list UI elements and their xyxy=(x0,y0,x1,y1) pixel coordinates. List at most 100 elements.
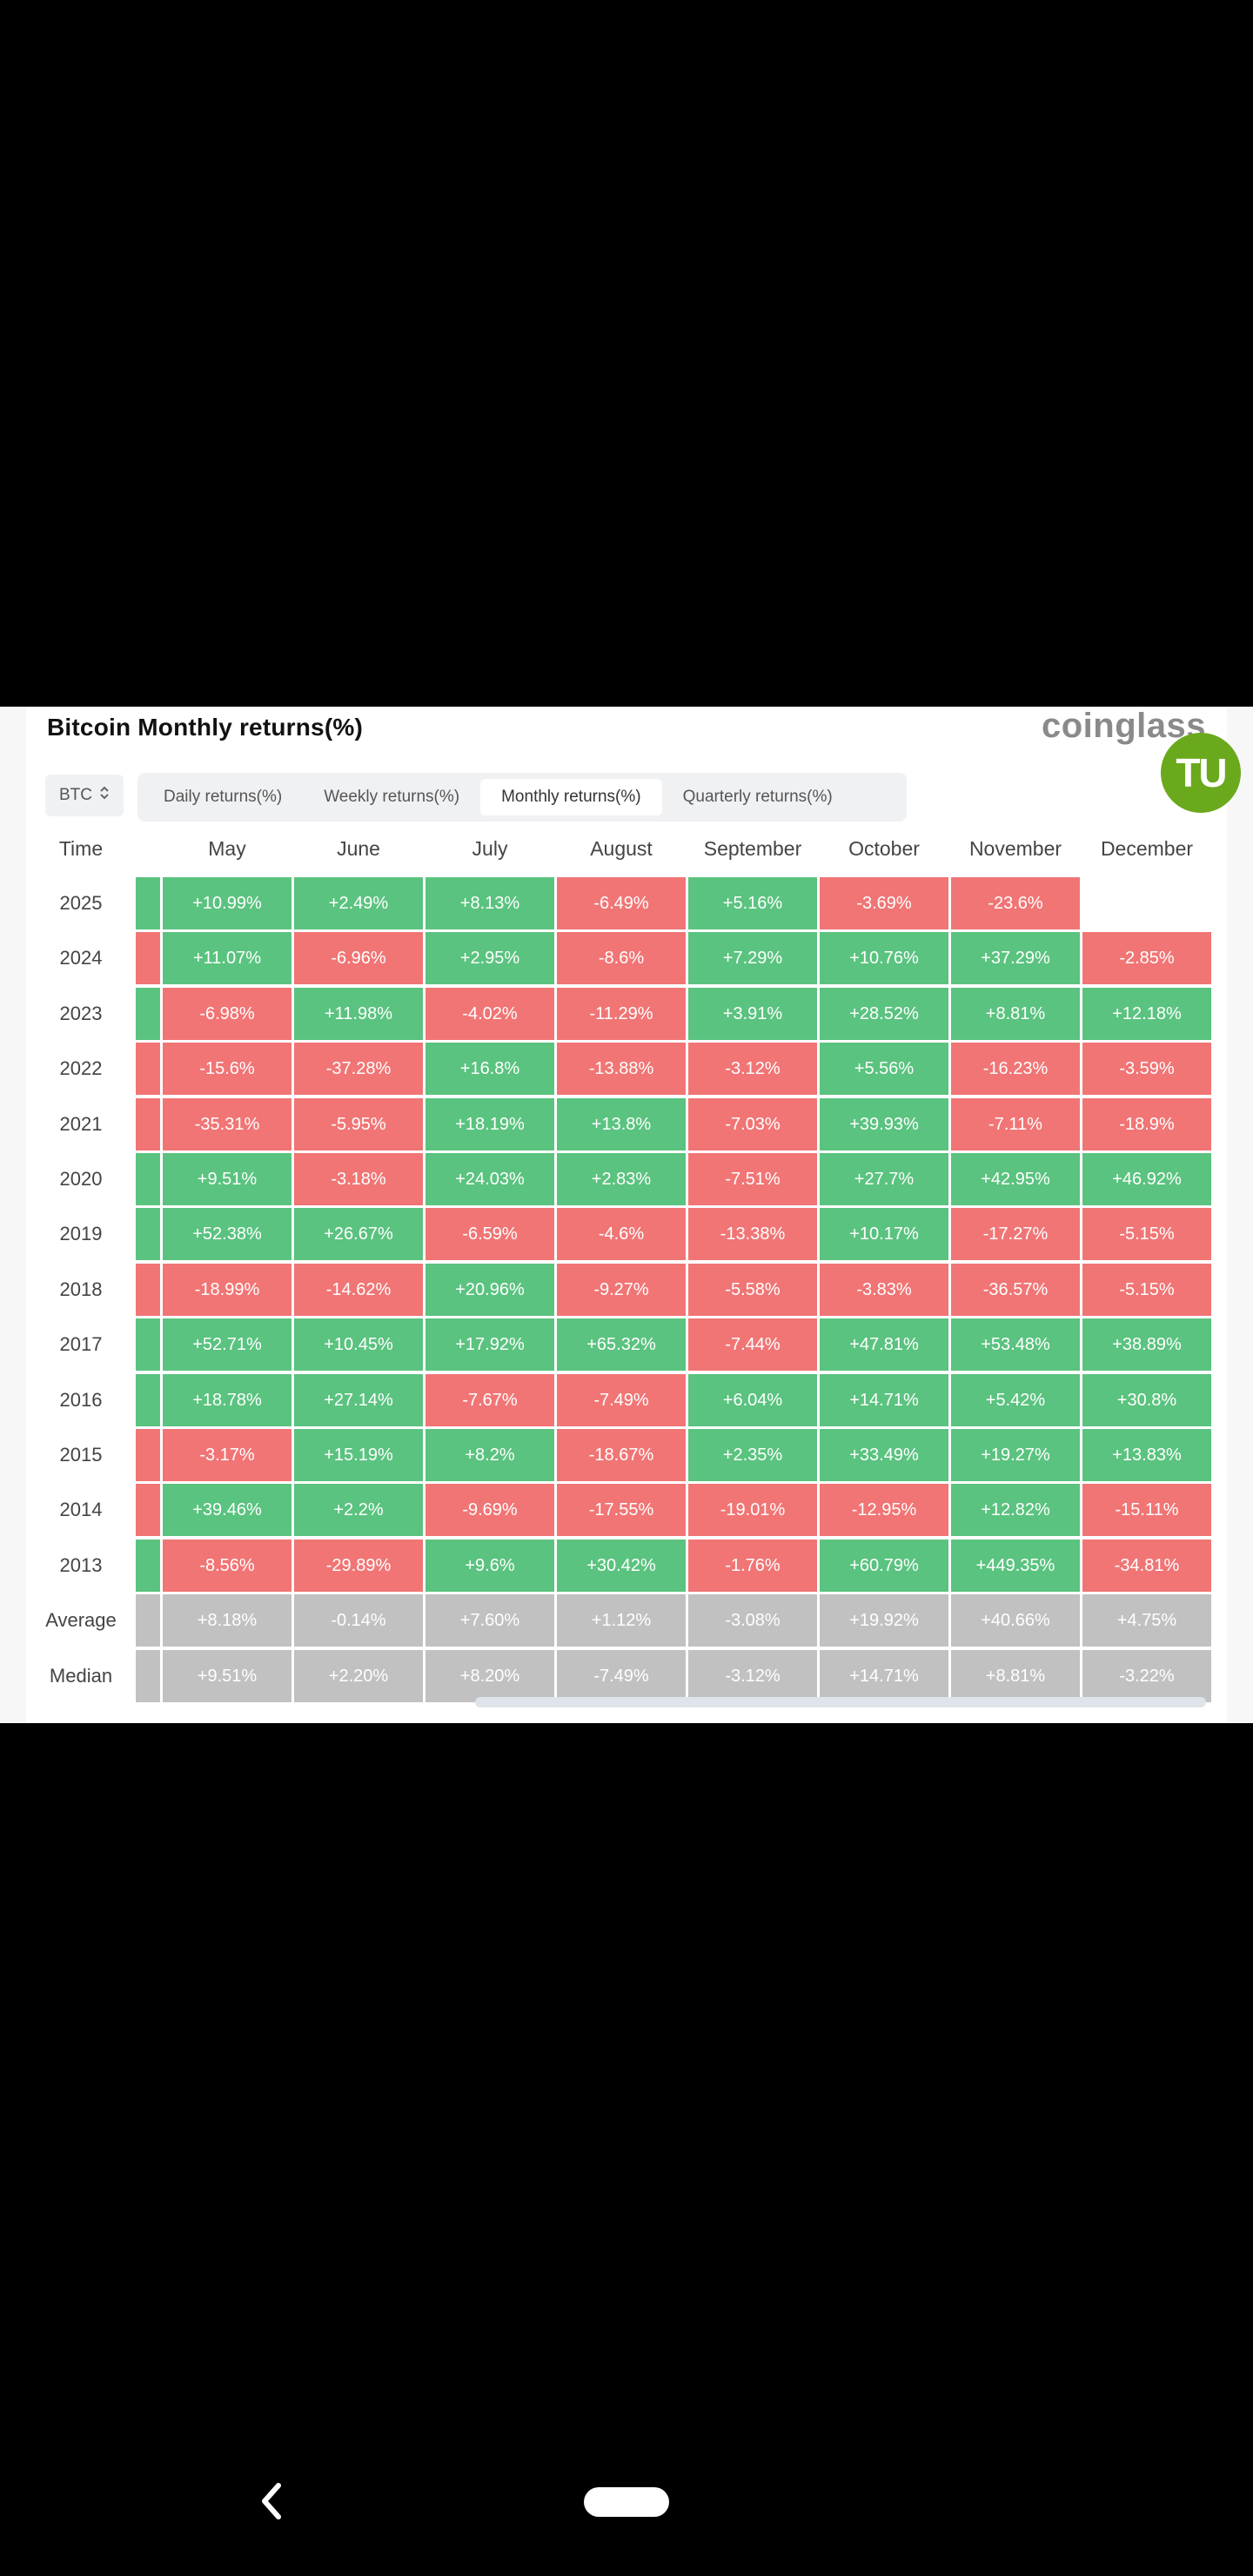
home-pill-icon[interactable] xyxy=(584,2487,669,2517)
summary-row-label: Average xyxy=(45,1609,117,1632)
month-header: May xyxy=(208,837,246,860)
lead-cell xyxy=(136,1539,160,1592)
return-cell: +39.93% xyxy=(820,1097,948,1150)
return-cell: +39.46% xyxy=(163,1484,291,1537)
return-cell: +52.71% xyxy=(163,1318,291,1372)
return-cell: -5.15% xyxy=(1082,1208,1211,1261)
returns-tabs: Daily returns(%) Weekly returns(%) Month… xyxy=(137,773,907,822)
return-cell: +11.98% xyxy=(294,987,423,1040)
back-chevron-icon[interactable] xyxy=(254,2475,289,2540)
return-cell: +2.49% xyxy=(294,877,423,929)
return-cell: +8.81% xyxy=(951,987,1080,1040)
summary-cell: +8.81% xyxy=(951,1649,1080,1702)
return-cell: +30.42% xyxy=(557,1539,686,1592)
return-cell: -23.6% xyxy=(951,877,1080,929)
return-cell: -5.58% xyxy=(688,1263,817,1316)
return-cell: +5.56% xyxy=(820,1043,948,1096)
summary-cell: -3.12% xyxy=(688,1649,817,1702)
month-header: November xyxy=(968,837,1062,860)
year-label: 2025 xyxy=(59,892,103,914)
return-cell: +30.8% xyxy=(1082,1373,1211,1426)
summary-cell: +8.18% xyxy=(163,1594,291,1647)
lead-cell xyxy=(136,1649,160,1702)
return-cell: +14.71% xyxy=(820,1373,948,1426)
return-cell: +60.79% xyxy=(820,1539,948,1592)
summary-cell: -3.08% xyxy=(688,1594,817,1647)
return-cell: -6.59% xyxy=(425,1208,554,1261)
summary-cell: +4.75% xyxy=(1082,1594,1211,1647)
summary-row-label: Median xyxy=(49,1664,113,1687)
return-cell: +37.29% xyxy=(951,932,1080,985)
tu-badge: TU xyxy=(1161,733,1241,813)
return-cell: -6.98% xyxy=(163,987,291,1040)
return-cell: +18.19% xyxy=(425,1097,554,1150)
return-cell: +17.92% xyxy=(425,1318,554,1372)
return-cell: +46.92% xyxy=(1082,1153,1211,1205)
return-cell: -34.81% xyxy=(1082,1539,1211,1592)
month-header: July xyxy=(472,837,508,860)
return-cell: +27.14% xyxy=(294,1373,423,1426)
return-cell: +52.38% xyxy=(163,1208,291,1261)
summary-cell: +8.20% xyxy=(425,1649,554,1702)
return-cell: -7.03% xyxy=(688,1097,817,1150)
return-cell: +11.07% xyxy=(163,932,291,985)
tab-quarterly[interactable]: Quarterly returns(%) xyxy=(682,788,833,806)
return-cell: +8.2% xyxy=(425,1429,554,1481)
summary-cell: +19.92% xyxy=(820,1594,948,1647)
summary-cell: +40.66% xyxy=(951,1594,1080,1647)
system-nav-bar xyxy=(0,2437,1253,2576)
return-cell: -3.12% xyxy=(688,1043,817,1096)
return-cell: +5.42% xyxy=(951,1373,1080,1426)
year-label: 2024 xyxy=(59,947,103,969)
return-cell: +2.95% xyxy=(425,932,554,985)
chevron-updown-icon xyxy=(99,785,110,806)
return-cell: -35.31% xyxy=(163,1097,291,1150)
return-cell: -9.69% xyxy=(425,1484,554,1537)
month-header: October xyxy=(848,837,920,860)
lead-cell xyxy=(136,1208,160,1261)
year-label: 2015 xyxy=(59,1444,103,1466)
month-header: August xyxy=(590,837,653,860)
return-cell: +26.67% xyxy=(294,1208,423,1261)
return-cell: +53.48% xyxy=(951,1318,1080,1372)
return-cell: -16.23% xyxy=(951,1043,1080,1096)
asset-select-value: BTC xyxy=(59,786,92,804)
return-cell: +42.95% xyxy=(951,1153,1080,1205)
returns-panel: Bitcoin Monthly returns(%) coinglass TU … xyxy=(26,707,1241,1723)
return-cell: -11.29% xyxy=(557,987,686,1040)
return-cell: +10.99% xyxy=(163,877,291,929)
return-cell: -18.99% xyxy=(163,1263,291,1316)
return-cell: +2.83% xyxy=(557,1153,686,1205)
lead-cell xyxy=(136,987,160,1040)
return-cell: +24.03% xyxy=(425,1153,554,1205)
return-cell: +33.49% xyxy=(820,1429,948,1481)
tab-monthly[interactable]: Monthly returns(%) xyxy=(480,779,662,815)
return-cell: +9.51% xyxy=(163,1153,291,1205)
tab-daily[interactable]: Daily returns(%) xyxy=(164,788,283,806)
return-cell: +10.45% xyxy=(294,1318,423,1372)
return-cell: -7.44% xyxy=(688,1318,817,1372)
return-cell: +65.32% xyxy=(557,1318,686,1372)
return-cell: +3.91% xyxy=(688,987,817,1040)
month-header: December xyxy=(1100,837,1194,860)
year-label: 2021 xyxy=(59,1112,103,1135)
year-label: 2020 xyxy=(59,1168,103,1190)
return-cell: +7.29% xyxy=(688,932,817,985)
asset-select[interactable]: BTC xyxy=(45,775,124,816)
horizontal-scrollbar[interactable] xyxy=(475,1697,1206,1707)
lead-cell xyxy=(136,1097,160,1150)
return-cell: +2.2% xyxy=(294,1484,423,1537)
tab-weekly[interactable]: Weekly returns(%) xyxy=(324,788,460,806)
return-cell: -17.55% xyxy=(557,1484,686,1537)
return-cell: -13.88% xyxy=(557,1043,686,1096)
return-cell: -17.27% xyxy=(951,1208,1080,1261)
month-header: June xyxy=(337,837,380,860)
lead-cell xyxy=(136,1318,160,1372)
lead-cell xyxy=(136,932,160,985)
return-cell: +9.6% xyxy=(425,1539,554,1592)
summary-cell: -7.49% xyxy=(557,1649,686,1702)
year-label: 2018 xyxy=(59,1278,103,1300)
return-cell: -4.6% xyxy=(557,1208,686,1261)
return-cell: -12.95% xyxy=(820,1484,948,1537)
time-header: Time xyxy=(58,837,104,860)
